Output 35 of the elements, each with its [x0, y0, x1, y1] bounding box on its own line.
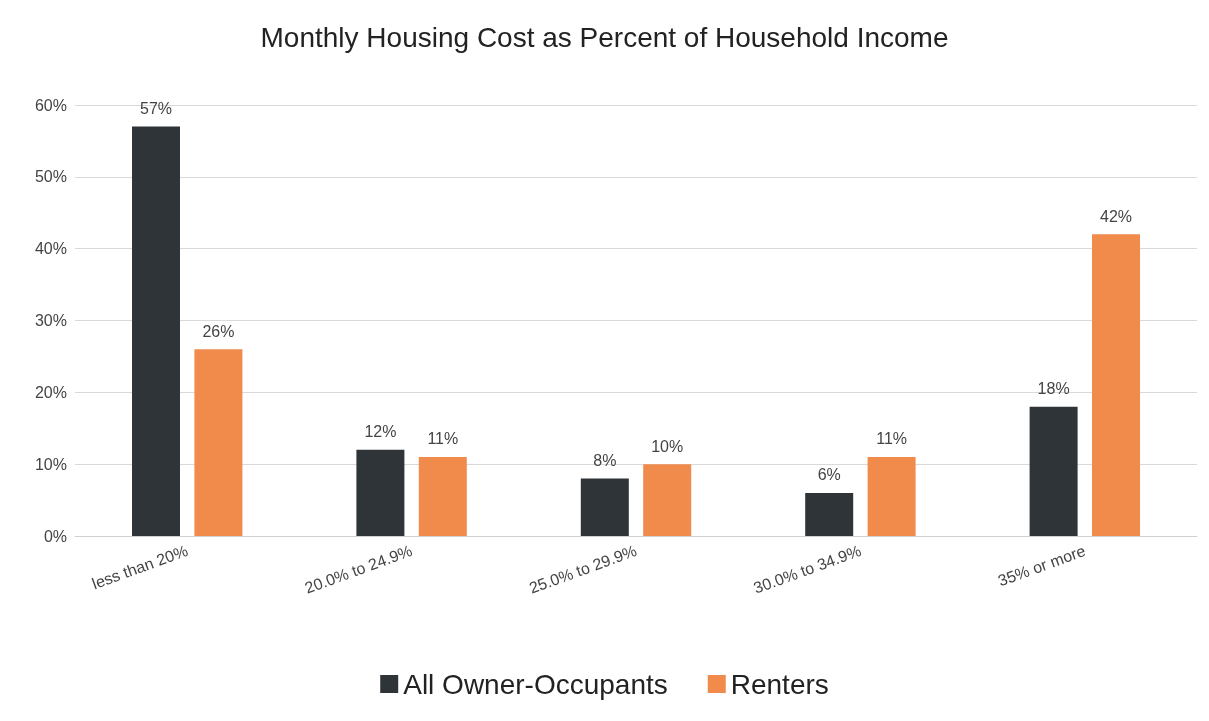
- bar: [1092, 234, 1140, 536]
- y-tick-label: 40%: [34, 240, 67, 258]
- y-tick-label: 60%: [34, 96, 67, 114]
- y-tick-label: 30%: [34, 312, 67, 329]
- data-label: 57%: [139, 100, 173, 118]
- y-tick-label: 10%: [34, 455, 67, 473]
- bar: [132, 126, 180, 536]
- data-label: 18%: [1037, 380, 1070, 398]
- legend-label: Renters: [730, 668, 829, 700]
- x-tick-label: 30.0% to 34.9%: [751, 542, 864, 597]
- bar: [580, 478, 629, 536]
- bar: [1029, 406, 1078, 536]
- data-label: 11%: [427, 430, 459, 448]
- data-label: 10%: [651, 437, 684, 455]
- x-tick-label: 25.0% to 29.9%: [526, 542, 639, 597]
- data-label: 6%: [817, 466, 841, 484]
- bar: [805, 492, 854, 536]
- bar: [643, 464, 692, 536]
- x-tick-label: 35% or more: [995, 541, 1088, 590]
- x-tick-label: 20.0% to 24.9%: [302, 542, 415, 597]
- y-tick-label: 0%: [43, 527, 67, 545]
- data-label: 8%: [593, 452, 617, 470]
- y-tick-label: 20%: [34, 383, 67, 401]
- bar: [867, 456, 916, 536]
- data-label: 26%: [202, 322, 235, 340]
- bar: [418, 456, 467, 536]
- legend-label: All Owner-Occupants: [403, 668, 668, 700]
- data-label: 11%: [876, 430, 908, 448]
- x-tick-label: less than 20%: [89, 542, 191, 593]
- data-label: 42%: [1099, 207, 1133, 225]
- bar: [356, 449, 405, 536]
- y-tick-label: 50%: [34, 168, 67, 186]
- data-label: 12%: [364, 423, 397, 441]
- chart-title: Monthly Housing Cost as Percent of Household Income: [260, 21, 949, 53]
- bar: [194, 349, 243, 536]
